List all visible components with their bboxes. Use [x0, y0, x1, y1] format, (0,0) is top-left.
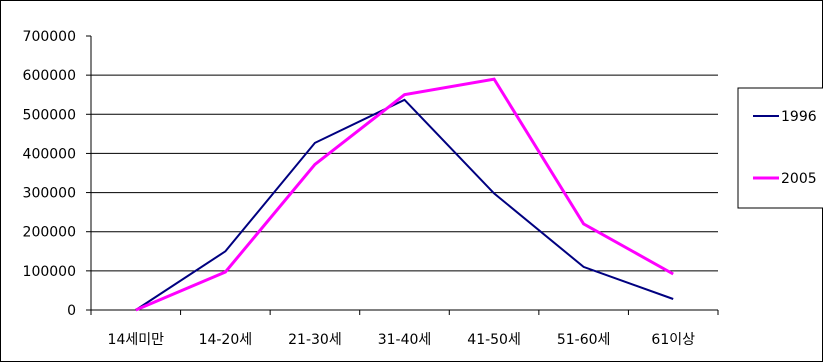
y-tick-label: 400000	[23, 146, 76, 162]
series-line-1996	[135, 98, 674, 311]
legend: 1996 2005	[737, 87, 823, 209]
gridlines	[91, 74, 718, 272]
y-tick-labels: 0 100000 200000 300000 400000 500000 600000 700…	[23, 29, 76, 319]
series-lines	[135, 77, 674, 312]
x-tick-label: 21-30세	[288, 332, 342, 348]
x-tick-labels: 14세미만 14-20세 21-30세 31-40세 41-50세 51-60세 61이상	[108, 332, 696, 348]
y-tick-label: 200000	[23, 225, 76, 241]
legend-box	[737, 87, 823, 209]
y-tick-label: 300000	[23, 186, 76, 202]
legend-label-1996: 1996	[781, 109, 817, 125]
x-tick-label: 61이상	[651, 332, 695, 348]
x-tick-label: 31-40세	[378, 332, 432, 348]
x-tick-label: 51-60세	[557, 332, 611, 348]
legend-label-2005: 2005	[781, 171, 817, 187]
x-tick-label: 14-20세	[199, 332, 253, 348]
y-tick-label: 600000	[23, 68, 76, 84]
y-tick-label: 700000	[23, 29, 76, 45]
series-line-2005	[135, 77, 674, 312]
x-tick-label: 41-50세	[467, 332, 521, 348]
y-tick-label: 500000	[23, 107, 76, 123]
axes	[86, 35, 719, 315]
y-tick-label: 0	[67, 303, 76, 319]
x-tick-label: 14세미만	[108, 332, 165, 348]
y-tick-label: 100000	[23, 264, 76, 280]
